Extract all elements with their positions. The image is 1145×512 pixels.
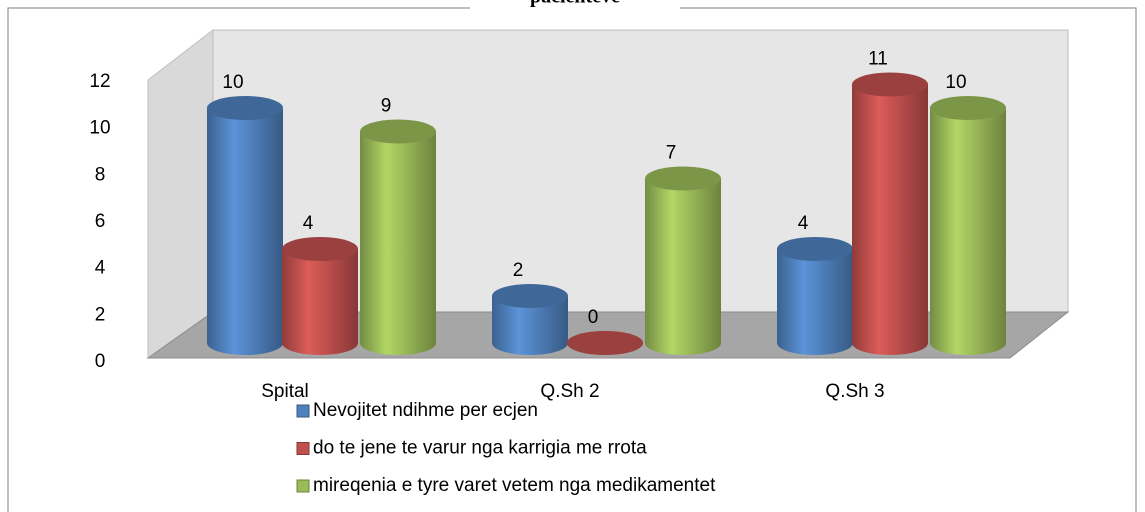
bar-top [282, 237, 358, 261]
value-label: 7 [666, 143, 677, 164]
y-tick-label: 2 [95, 304, 106, 325]
legend-swatch [296, 442, 310, 455]
bar [360, 131, 436, 343]
legend-label: do te jene te varur nga karrigia me rrot… [313, 438, 647, 459]
title-bg [470, 0, 680, 10]
bar-top [852, 72, 928, 97]
y-tick-label: 6 [95, 211, 106, 232]
legend-label: mireqenia e tyre varet vetem nga medikam… [313, 475, 716, 496]
bar-top [930, 96, 1006, 120]
chart-title: pacienteve [530, 0, 620, 8]
bar-top [360, 119, 436, 144]
bar [777, 249, 853, 343]
x-tick-label: Q.Sh 3 [825, 381, 884, 402]
value-label: 2 [513, 260, 524, 281]
bar-top [492, 284, 568, 308]
value-label: 9 [381, 96, 392, 117]
value-label: 4 [303, 213, 314, 234]
bar [930, 108, 1006, 343]
legend-label: Nevojitet ndihme per ecjen [313, 400, 538, 421]
bar [645, 178, 721, 343]
bar [207, 108, 283, 343]
bar-top [567, 331, 643, 355]
y-tick-label: 4 [95, 258, 106, 279]
legend-swatch [296, 479, 310, 493]
bar-top [777, 237, 853, 261]
value-label: 11 [868, 49, 888, 70]
y-tick-label: 0 [95, 351, 106, 372]
value-label: 0 [588, 307, 599, 328]
value-label: 10 [945, 72, 966, 93]
legend-swatch [296, 404, 310, 418]
side-wall [147, 28, 214, 359]
bar [852, 84, 928, 343]
y-tick-label: 8 [95, 164, 106, 185]
value-label: 4 [798, 213, 809, 234]
x-tick-label: Q.Sh 2 [540, 381, 599, 402]
y-tick-label: 12 [89, 71, 110, 92]
bar [282, 249, 358, 343]
bar-top [645, 166, 721, 191]
x-tick-label: Spital [261, 381, 309, 402]
bar-top [207, 96, 283, 120]
value-label: 10 [222, 72, 243, 93]
y-tick-label: 10 [89, 118, 110, 139]
